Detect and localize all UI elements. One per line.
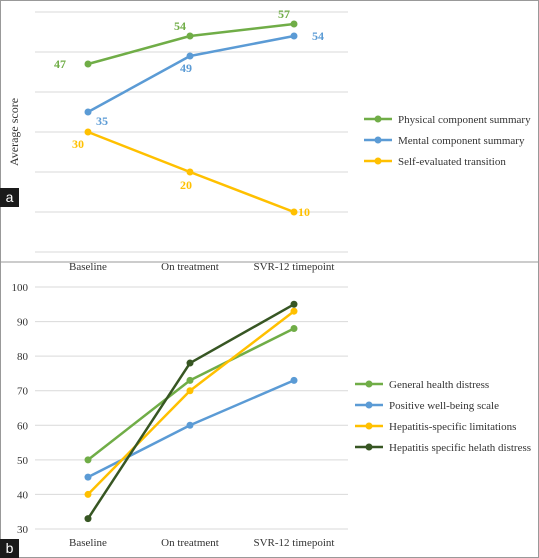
panel-b-data-point-general-health-distress xyxy=(84,456,92,464)
panel-a-data-point-physical-component-summary xyxy=(186,32,194,40)
panel-b-data-point-hepatitis-specific-helath-distress xyxy=(186,359,194,367)
panel-b-data-point-positive-well-being-scale xyxy=(290,376,298,384)
panel-a-data-label: 57 xyxy=(278,7,290,21)
panel-a-category-label: SVR-12 timepoint xyxy=(254,261,335,273)
panel-b-data-point-hepatitis-specific-helath-distress xyxy=(290,300,298,308)
panel-a-data-point-mental-component-summary xyxy=(290,32,298,40)
panel-a: Average score Baseline On treatment SVR-12 … xyxy=(0,7,531,273)
panel-a-data-point-mental-component-summary xyxy=(186,52,194,60)
panel-b-data-point-positive-well-being-scale xyxy=(186,421,194,429)
panel-b-tag-box xyxy=(0,539,19,558)
panel-a-y-axis-title: Average score xyxy=(7,98,21,166)
panel-b-data-point-positive-well-being-scale xyxy=(84,473,92,481)
panel-b-legend-marker xyxy=(365,380,373,388)
panel-a-tag-label: a xyxy=(6,189,14,205)
panel-b-tag-label: b xyxy=(6,540,14,556)
panel-b-legend-label: Positive well-being scale xyxy=(389,400,499,412)
panel-a-data-label: 35 xyxy=(96,114,108,128)
panel-a-category-label: On treatment xyxy=(161,261,219,273)
panel-b-data-point-hepatitis-specific-limitations xyxy=(290,307,298,315)
panel-b-data-point-general-health-distress xyxy=(290,324,298,332)
panel-a-data-label: 54 xyxy=(174,19,186,33)
panel-a-data-point-mental-component-summary xyxy=(84,108,92,116)
panel-a-legend-label: Self-evaluated transition xyxy=(398,156,506,168)
panel-b-ytick-label: 90 xyxy=(17,317,29,329)
panel-b-data-point-general-health-distress xyxy=(186,376,194,384)
panel-a-data-point-physical-component-summary xyxy=(84,60,92,68)
panel-a-legend-label: Physical component summary xyxy=(398,114,531,126)
panel-b-legend-label: Hepatitis specific helath distress xyxy=(389,442,531,454)
panel-a-data-label: 49 xyxy=(180,61,192,75)
panel-a-tag-box xyxy=(0,188,19,207)
panel-b-category-label: On treatment xyxy=(161,537,219,549)
panel-a-data-label: 20 xyxy=(180,178,192,192)
panel-a-data-label: 54 xyxy=(312,29,324,43)
panel-b: 30 40 50 60 70 80 90 100 Baseline On treatment SVR… xyxy=(0,282,531,558)
panel-b-data-point-hepatitis-specific-limitations xyxy=(84,490,92,498)
panel-a-category-label: Baseline xyxy=(69,261,107,273)
panel-a-legend-marker xyxy=(374,136,382,144)
panel-a-data-label: 47 xyxy=(54,57,66,71)
panel-b-ytick-label: 50 xyxy=(17,455,29,467)
panel-a-data-point-self-evaluated-transition xyxy=(186,168,194,176)
panel-b-data-point-hepatitis-specific-limitations xyxy=(186,387,194,395)
panel-a-legend-marker xyxy=(374,115,382,123)
panel-b-ytick-label: 60 xyxy=(17,420,29,432)
panel-b-legend-marker xyxy=(365,443,373,451)
panel-b-legend-marker xyxy=(365,422,373,430)
panel-a-legend-label: Mental component summary xyxy=(398,135,525,147)
panel-a-data-point-self-evaluated-transition xyxy=(84,128,92,136)
panel-b-ytick-label: 40 xyxy=(17,489,29,501)
panel-a-data-label: 30 xyxy=(72,137,84,151)
panel-b-ytick-label: 30 xyxy=(17,524,29,536)
panel-a-data-point-self-evaluated-transition xyxy=(290,208,298,216)
panel-a-data-point-physical-component-summary xyxy=(290,20,298,28)
panel-b-legend-label: Hepatitis-specific limitations xyxy=(389,421,516,433)
panel-b-ytick-label: 80 xyxy=(17,351,29,363)
panel-b-ytick-label: 100 xyxy=(12,282,29,294)
panel-b-category-label: Baseline xyxy=(69,537,107,549)
panel-b-legend-label: General health distress xyxy=(389,379,489,391)
panel-a-legend-marker xyxy=(374,157,382,165)
panel-a-data-label: 10 xyxy=(298,205,310,219)
panel-b-category-label: SVR-12 timepoint xyxy=(254,537,335,549)
panel-b-ytick-label: 70 xyxy=(17,386,29,398)
panel-b-data-point-hepatitis-specific-helath-distress xyxy=(84,515,92,523)
panel-b-legend-marker xyxy=(365,401,373,409)
